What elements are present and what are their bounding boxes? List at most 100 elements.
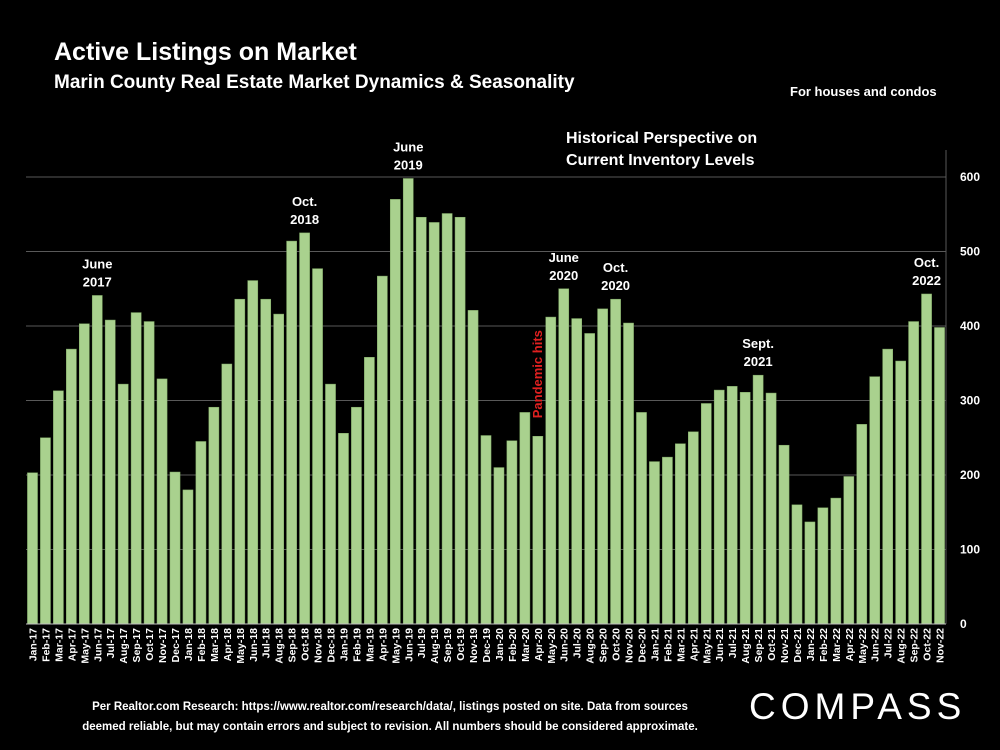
annotation-year: 2017 <box>83 274 112 289</box>
bar <box>700 403 712 625</box>
bar <box>415 216 427 625</box>
bar <box>299 232 310 625</box>
compass-logo: COMPASS <box>749 686 967 727</box>
bar <box>636 412 647 625</box>
pandemic-label: Pandemic hits <box>530 330 545 418</box>
x-tick-label: Oct-22 <box>922 628 934 661</box>
x-tick-label: Apr-21 <box>688 628 700 661</box>
annotation-label: Oct. <box>292 194 317 209</box>
x-tick-label: Nov-19 <box>468 628 480 663</box>
x-tick-label: Aug-19 <box>429 628 441 664</box>
x-tick-label: Apr-19 <box>377 628 389 661</box>
x-tick-label: Feb-18 <box>196 628 208 662</box>
x-tick-label: Feb-17 <box>40 628 52 662</box>
x-tick-label: Sep-20 <box>598 628 610 663</box>
bar <box>286 240 297 625</box>
x-tick-label: Dec-21 <box>792 628 804 663</box>
x-tick-label: Oct-20 <box>611 628 623 661</box>
bar <box>221 363 233 625</box>
x-tick-label: May-21 <box>701 628 713 664</box>
bar <box>662 456 673 625</box>
x-tick-label: Mar-22 <box>831 628 843 662</box>
bar <box>273 313 284 625</box>
bar <box>40 437 51 625</box>
bar <box>66 348 77 625</box>
x-tick-label: Jun-21 <box>714 628 726 662</box>
y-tick-label: 300 <box>960 394 980 408</box>
bar <box>506 440 518 625</box>
x-tick-label: Apr-20 <box>533 628 545 661</box>
bar <box>649 461 660 625</box>
y-tick-label: 500 <box>960 245 980 259</box>
x-tick-label: May-18 <box>235 628 247 664</box>
x-tick-label: Oct-19 <box>455 628 467 661</box>
annotation-label: June <box>549 250 579 265</box>
bar <box>234 298 246 625</box>
annotation-year: 2018 <box>290 212 319 227</box>
x-tick-label: Dec-18 <box>326 628 338 663</box>
x-tick-label: Mar-17 <box>53 628 65 662</box>
y-tick-label: 200 <box>960 468 980 482</box>
bar <box>830 497 842 625</box>
x-tick-label: Jul-18 <box>261 628 273 659</box>
bar <box>934 327 945 625</box>
x-tick-label: May-20 <box>546 628 558 664</box>
bar <box>908 321 919 625</box>
bar <box>104 319 116 625</box>
perspective-line-2: Current Inventory Levels <box>566 152 755 169</box>
bar <box>778 444 790 625</box>
x-tick-label: Mar-21 <box>675 628 687 662</box>
x-tick-label: Dec-17 <box>170 628 182 663</box>
bar <box>869 376 881 625</box>
x-tick-label: Feb-21 <box>662 628 674 662</box>
x-tick-label: Mar-20 <box>520 628 532 662</box>
y-tick-label: 100 <box>960 543 980 557</box>
bar <box>260 298 272 625</box>
bar <box>351 406 362 625</box>
x-tick-label: Feb-20 <box>507 628 519 662</box>
annotation-year: 2020 <box>601 278 630 293</box>
bar <box>713 389 725 625</box>
x-tick-label: Jan-20 <box>494 628 506 661</box>
bar <box>571 318 583 625</box>
chart-note: For houses and condos <box>790 84 937 99</box>
bar <box>377 275 388 625</box>
x-tick-label: Mar-18 <box>209 628 221 662</box>
footer-line-1: Per Realtor.com Research: https://www.re… <box>92 701 688 713</box>
bar <box>688 431 699 625</box>
chart-title: Active Listings on Market <box>54 38 357 66</box>
x-tick-label: Oct-18 <box>300 628 312 661</box>
bar <box>843 476 855 625</box>
bar <box>480 435 492 625</box>
x-tick-label: Jun-17 <box>92 628 104 662</box>
bar <box>325 383 336 625</box>
x-tick-label: Jan-17 <box>27 628 39 661</box>
bar <box>195 441 207 625</box>
annotation-year: 2021 <box>744 354 773 369</box>
x-tick-label: Nov-21 <box>779 628 791 663</box>
x-tick-label: Feb-19 <box>351 628 363 662</box>
bar <box>182 489 194 625</box>
x-tick-label: Aug-21 <box>740 628 752 664</box>
perspective-caption: Historical Perspective on Current Invent… <box>566 128 757 172</box>
x-tick-label: Aug-20 <box>585 628 597 664</box>
x-tick-label: Nov-20 <box>624 628 636 663</box>
bar <box>428 222 440 625</box>
bar <box>597 308 608 625</box>
bar <box>532 436 544 625</box>
annotation-year: 2022 <box>912 273 941 288</box>
x-tick-label: Sep-22 <box>909 628 921 663</box>
x-tick-label: Jul-20 <box>572 628 584 659</box>
bar <box>545 316 557 625</box>
bar <box>169 471 181 625</box>
y-tick-label: 0 <box>960 617 967 631</box>
bar <box>208 406 220 625</box>
x-tick-label: Jan-22 <box>805 628 817 661</box>
bar <box>247 280 259 625</box>
x-tick-label: Aug-17 <box>118 628 130 664</box>
annotation-label: June <box>82 256 112 271</box>
x-tick-label: Jul-17 <box>105 628 117 659</box>
bar <box>752 374 764 625</box>
bar <box>454 216 466 625</box>
